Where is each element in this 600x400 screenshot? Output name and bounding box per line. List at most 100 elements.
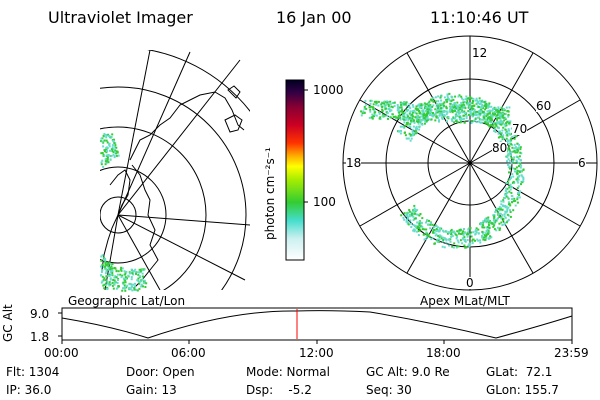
aurora-dot [495,124,498,127]
aurora-dot [381,102,384,105]
aurora-dot [477,228,480,231]
aurora-dot [510,132,513,135]
aurora-dot [407,212,410,215]
aurora-dot [426,219,429,222]
aurora-dot [500,115,503,118]
aurora-dot [440,99,443,102]
aurora-dot [105,139,108,142]
aurora-dot [426,108,429,111]
aurora-dot [487,216,490,219]
aurora-dot [491,222,494,225]
aurora-dot [141,269,144,272]
aurora-dot [498,206,501,209]
aurora-dot [421,225,424,228]
aurora-dot [500,132,503,135]
aurora-dot [466,232,469,235]
aurora-dot [510,176,512,179]
aurora-dot [112,279,115,281]
aurora-dot [471,113,474,116]
aurora-dot [442,102,445,105]
aurora-dot [105,148,108,151]
aurora-dot [506,208,509,211]
aurora-dot [464,239,466,242]
aurora-dot [500,216,503,219]
aurora-dot [503,215,506,218]
aurora-dot [464,113,467,116]
aurora-dot [403,103,406,106]
aurora-dot [140,283,143,286]
aurora-dot [363,105,366,108]
aurora-dot [375,102,378,105]
aurora-dot [490,105,493,108]
aurora-dot [514,167,517,170]
aurora-dot [132,270,135,273]
aurora-dot [379,116,382,119]
aurora-dot [409,135,412,137]
aurora-dot [438,234,441,237]
aurora-dot [410,119,412,122]
aurora-dot [508,149,511,152]
aurora-dot [415,125,418,128]
aurora-dot [518,192,521,195]
date-label: 16 Jan 00 [276,8,352,27]
aurora-dot [456,230,459,233]
aurora-dot [415,105,418,108]
aurora-dot [106,141,109,144]
aurora-dot [452,98,455,101]
aurora-dot [504,118,507,121]
aurora-dot [492,107,495,110]
aurora-dot [410,226,413,228]
aurora-dot [481,223,484,226]
aurora-dot [440,110,443,113]
aurora-dot [368,116,371,119]
aurora-dot [452,109,455,112]
aurora-dot [507,158,510,161]
aurora-dot [437,100,440,103]
aurora-dot [443,246,446,249]
mlt-0-label: 0 [466,276,474,290]
aurora-dot [507,139,510,142]
aurora-dot [400,214,403,217]
aurora-dot [507,148,510,150]
aurora-dot [495,209,498,211]
aurora-dot [500,121,502,124]
aurora-dot [454,102,456,104]
aurora-dot [420,104,423,107]
aurora-dot [506,154,509,157]
aurora-dot [467,244,470,247]
aurora-dot [471,242,474,245]
aurora-dot [501,214,504,217]
aurora-dot [104,150,106,153]
aurora-dot [463,244,466,247]
aurora-dot [487,117,490,120]
aurora-dot [452,116,455,118]
aurora-dot [101,269,104,272]
aurora-dot [482,224,485,227]
aurora-dot [465,95,468,98]
aurora-dot [113,283,116,286]
aurora-dot [508,132,511,135]
aurora-dot [504,131,507,134]
aurora-dot [504,211,507,214]
aurora-dot [438,105,441,108]
aurora-dot [401,111,404,114]
aurora-dot [123,278,126,281]
aurora-dot [387,103,390,106]
aurora-dot [128,287,131,290]
aurora-dot [110,273,113,276]
aurora-dot [501,136,504,139]
aurora-dot [509,120,512,123]
aurora-dot [498,222,501,225]
aurora-dot [418,227,421,229]
aurora-dot [114,146,117,148]
aurora-dot [445,113,448,116]
aurora-dot [497,211,500,214]
aurora-dot [365,103,368,106]
aurora-dot [426,103,429,106]
aurora-dot [517,157,520,160]
aurora-dot [421,123,424,126]
aurora-dot [426,116,429,119]
aurora-dot [400,104,403,107]
aurora-dot [430,118,433,121]
aurora-dot [391,113,394,116]
